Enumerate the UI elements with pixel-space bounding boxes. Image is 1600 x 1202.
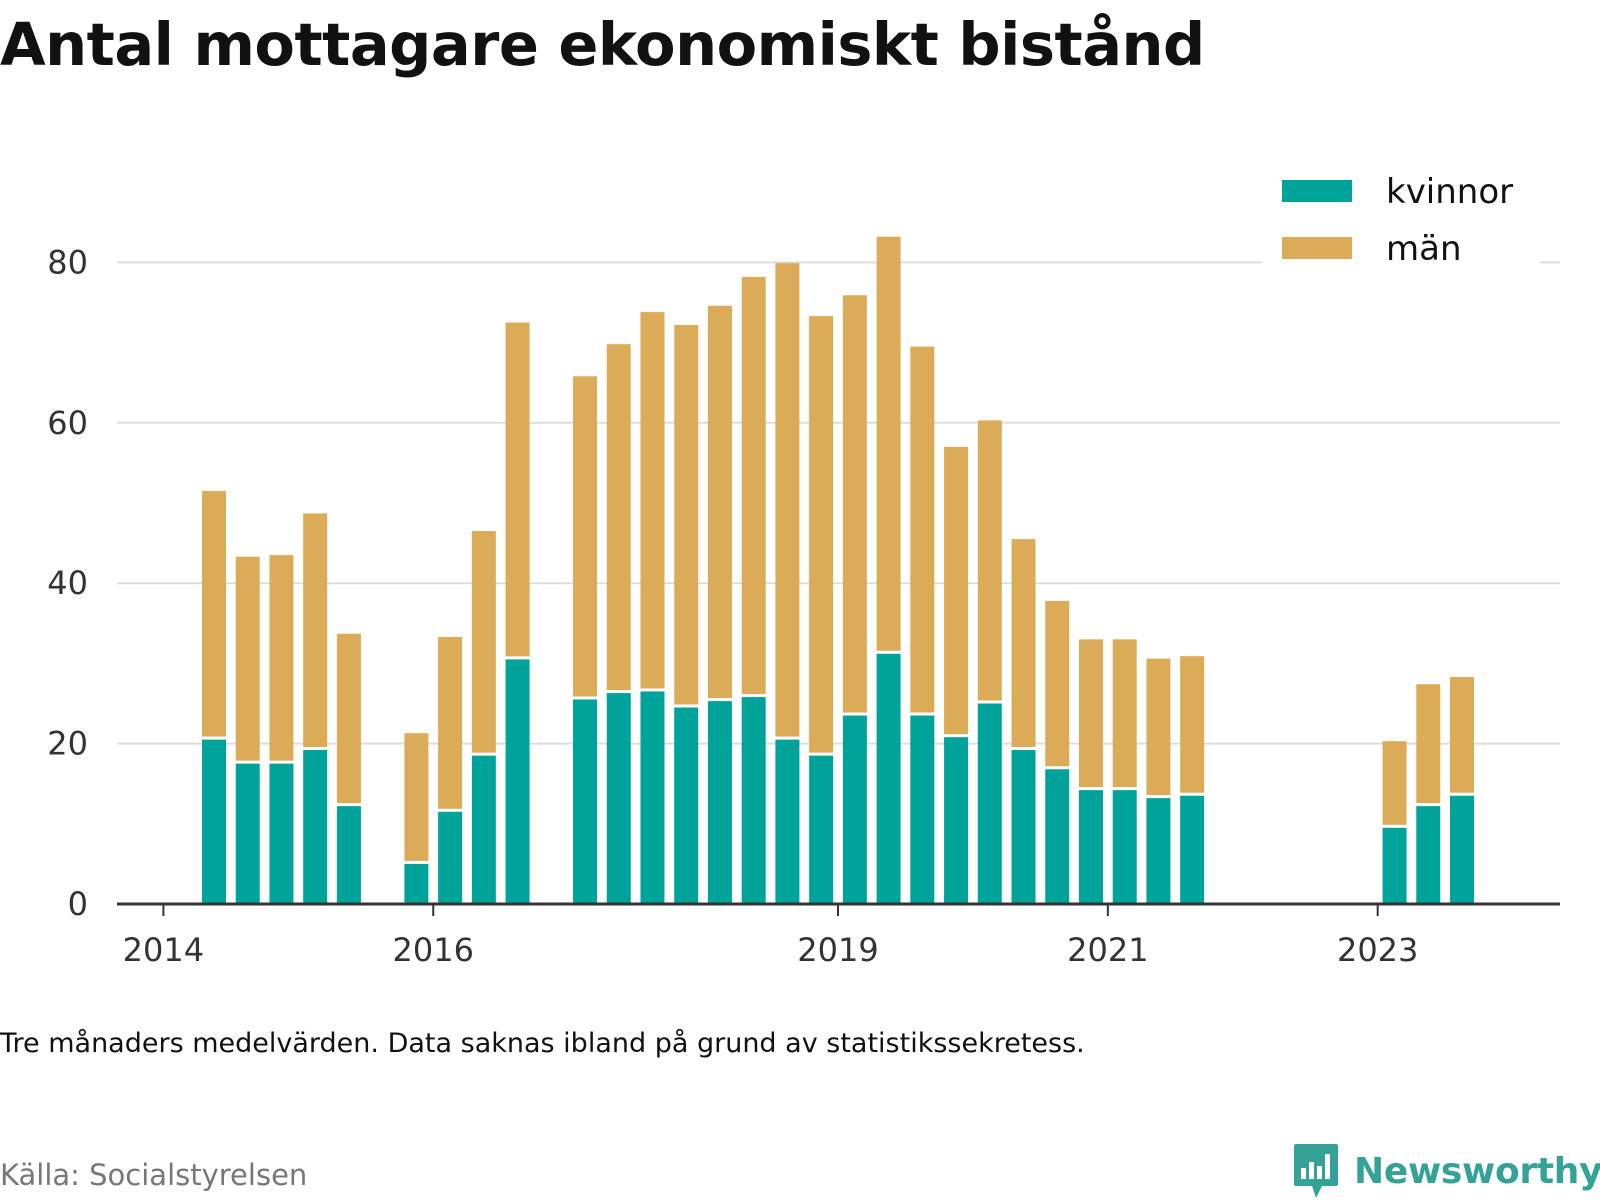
bar-man [1011, 539, 1036, 748]
bar-kvinnor [269, 763, 294, 904]
bar-kvinnor [640, 691, 665, 904]
bar-kvinnor [1078, 790, 1103, 904]
legend-swatch [1282, 237, 1352, 259]
bar-man [1382, 741, 1407, 825]
bar-kvinnor [944, 737, 969, 904]
y-tick-label: 40 [47, 564, 88, 602]
bar-kvinnor [1011, 750, 1036, 904]
y-tick-label: 0 [68, 885, 88, 923]
bar-man [269, 555, 294, 761]
bar-man [573, 376, 598, 697]
bar-kvinnor [404, 863, 429, 904]
bar-man [471, 531, 496, 753]
bar-kvinnor [1146, 798, 1171, 904]
bar-man [842, 295, 867, 713]
bar-kvinnor [606, 693, 631, 904]
bar-kvinnor [235, 763, 260, 904]
bar-kvinnor [977, 703, 1002, 904]
bar-man [202, 490, 226, 737]
bar-kvinnor [809, 755, 834, 904]
bar-man [977, 420, 1002, 701]
grid-lines [117, 261, 1560, 745]
bar-man [1078, 639, 1103, 788]
axes: 0 20 40 60 80 2014 2016 2019 2021 2023 [47, 243, 1560, 969]
chart-note: Tre månaders medelvärden. Data saknas ib… [0, 1028, 1085, 1059]
source-credit: Källa: Socialstyrelsen [0, 1158, 308, 1192]
bar-kvinnor [876, 653, 901, 904]
x-tick-label: 2016 [393, 931, 474, 969]
bar-man [1180, 656, 1205, 793]
bar-kvinnor [1382, 827, 1407, 904]
brand-name: Newsworthy [1354, 1150, 1600, 1192]
bar-kvinnor [674, 707, 699, 904]
bars [202, 236, 1475, 904]
bar-man [809, 316, 834, 753]
bar-man [1146, 658, 1171, 796]
legend-label: män [1386, 229, 1462, 269]
bar-kvinnor [505, 659, 530, 904]
bar-kvinnor [303, 750, 328, 904]
x-tick-label: 2014 [123, 931, 204, 969]
bar-man [741, 276, 766, 695]
bar-kvinnor [573, 699, 598, 904]
bar-kvinnor [1112, 790, 1137, 904]
bar-kvinnor [1416, 806, 1441, 904]
y-tick-label: 60 [47, 404, 88, 442]
bar-man [336, 633, 361, 804]
x-tick-label: 2023 [1337, 931, 1418, 969]
bar-man [707, 305, 732, 699]
bar-kvinnor [707, 701, 732, 904]
bar-man [876, 236, 901, 651]
bar-man [505, 322, 530, 657]
bar-kvinnor [842, 715, 867, 904]
bar-kvinnor [1450, 795, 1475, 904]
bar-man [1112, 639, 1137, 788]
legend-label: kvinnor [1386, 172, 1513, 212]
x-tick-label: 2019 [797, 931, 878, 969]
bar-kvinnor [1045, 769, 1070, 904]
bar-man [674, 324, 699, 705]
bar-kvinnor [1180, 795, 1205, 904]
bar-man [438, 636, 463, 809]
bar-kvinnor [336, 806, 361, 904]
bar-kvinnor [202, 739, 226, 904]
bar-man [1450, 677, 1475, 793]
legend: kvinnor män [1262, 165, 1540, 275]
newsworthy-logo-icon [1294, 1144, 1338, 1198]
brand-logo: Newsworthy [1290, 1140, 1600, 1202]
x-tick-label: 2021 [1067, 931, 1148, 969]
bar-man [1416, 684, 1441, 804]
bar-man [235, 556, 260, 761]
bar-man [606, 344, 631, 691]
chart-title: Antal mottagare ekonomiskt bistånd [0, 10, 1205, 79]
bar-man [640, 312, 665, 689]
bar-kvinnor [438, 811, 463, 904]
bar-man [404, 733, 429, 861]
legend-swatch [1282, 180, 1352, 202]
bar-kvinnor [471, 755, 496, 904]
y-tick-label: 80 [47, 243, 88, 281]
bar-man [910, 346, 935, 713]
bar-kvinnor [775, 739, 800, 904]
y-tick-label: 20 [47, 725, 88, 763]
bar-man [303, 513, 328, 748]
bar-man [944, 446, 969, 735]
bar-man [775, 263, 800, 737]
bar-kvinnor [741, 697, 766, 904]
bar-man [1045, 600, 1070, 767]
bar-kvinnor [910, 715, 935, 904]
